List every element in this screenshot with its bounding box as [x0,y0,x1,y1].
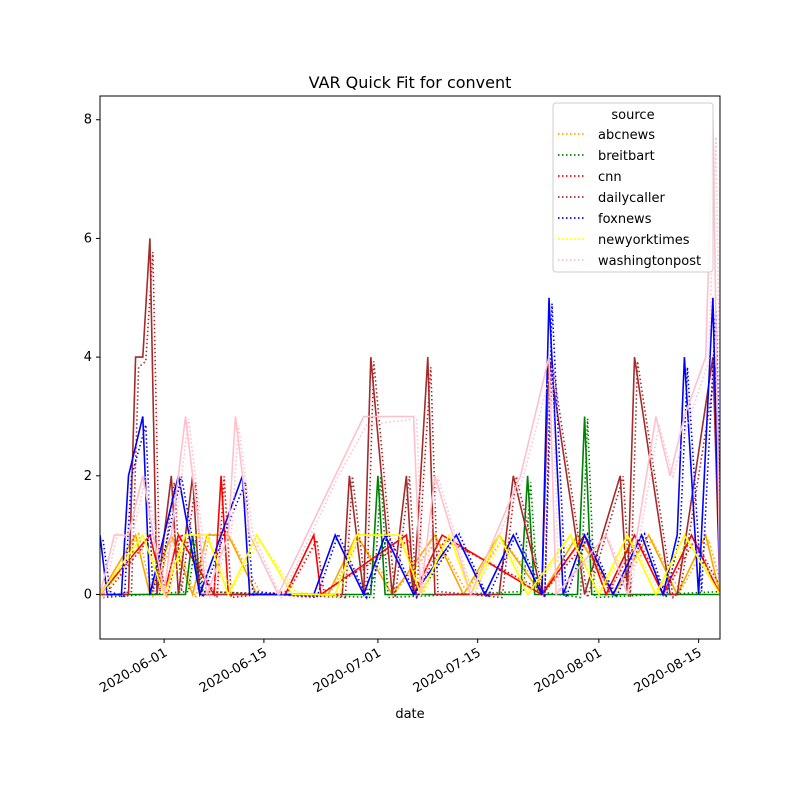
series-line-washingtonpost [100,119,720,597]
legend-title: source [611,108,654,123]
legend-box [552,102,714,273]
series-fit-dailycaller [102,252,720,600]
y-tick-label: 0 [84,587,92,602]
plot-area-frame [99,95,721,640]
legend-entry-cnn: cnn [598,170,622,185]
legend-entry-abcnews: abcnews [598,128,655,143]
series-fit-cnn [102,476,720,601]
series-fit-abcnews [102,531,720,601]
legend-entry-breitbart: breitbart [598,149,655,164]
y-tick-label: 8 [84,113,92,128]
series-line-foxnews [100,297,720,598]
chart-title: VAR Quick Fit for convent [309,73,512,92]
y-tick-label: 6 [84,231,92,246]
legend-entry-washingtonpost: washingtonpost [598,254,701,269]
series-line-dailycaller [100,238,720,596]
y-tick-label: 4 [84,350,92,365]
legend: source abcnews breitbart cnn dailycaller fox… [552,102,714,273]
y-tick-label: 2 [84,469,92,484]
legend-entry-newyorktimes: newyorktimes [598,233,690,248]
series-line-newyorktimes [100,533,720,597]
y-axis: 0 2 4 6 8 [84,113,100,602]
legend-entry-foxnews: foxnews [598,212,652,227]
x-axis-label: date [395,707,424,722]
series-fit-foxnews [102,303,720,601]
series-fit-washingtonpost [102,136,720,600]
legend-entry-dailycaller: dailycaller [598,191,665,206]
series-layer [100,119,720,601]
